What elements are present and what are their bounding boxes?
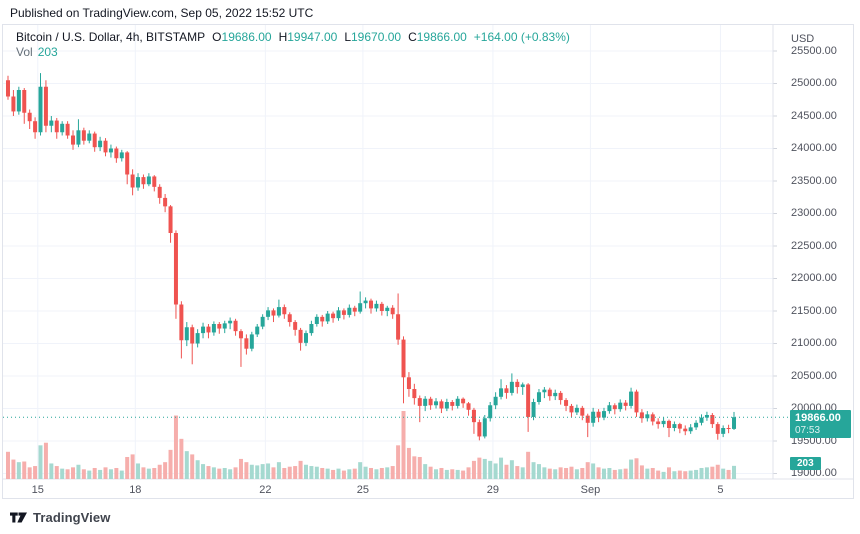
time-axis-label: 25	[356, 484, 369, 496]
legend-row-volume: Vol 203	[16, 45, 570, 60]
price-axis-label: 25500.00	[791, 44, 837, 57]
last-volume-badge: 203	[790, 457, 821, 470]
open-value: 19686.00	[221, 30, 272, 44]
candlestick-chart[interactable]	[3, 25, 853, 498]
bar-countdown: 07:53	[795, 424, 821, 436]
tradingview-brand-text: TradingView	[33, 510, 111, 525]
time-axis-label: 22	[259, 484, 272, 496]
price-axis-label: 24500.00	[791, 109, 837, 122]
time-axis-label: 5	[717, 484, 724, 496]
volume-label: Vol	[16, 45, 33, 59]
close-value: 19866.00	[416, 30, 467, 44]
volume-value: 203	[37, 45, 58, 59]
price-axis-label: 22500.00	[791, 239, 837, 252]
symbol-title: Bitcoin / U.S. Dollar, 4h, BITSTAMP	[16, 30, 206, 44]
high-value: 19947.00	[287, 30, 338, 44]
price-axis-label: 20500.00	[791, 369, 837, 382]
legend-row-symbol: Bitcoin / U.S. Dollar, 4h, BITSTAMP O1968…	[16, 30, 570, 45]
price-axis-label: 23000.00	[791, 207, 837, 219]
chart-legend: Bitcoin / U.S. Dollar, 4h, BITSTAMP O1968…	[16, 30, 570, 60]
price-axis-label: 19000.00	[791, 467, 837, 479]
low-value: 19670.00	[351, 30, 402, 44]
price-axis-label: 21000.00	[791, 337, 837, 349]
time-axis-label: 29	[486, 484, 500, 496]
last-price-badge: 19866.00 07:53	[790, 409, 851, 438]
open-label: O	[212, 30, 222, 44]
chart-widget[interactable]: Bitcoin / U.S. Dollar, 4h, BITSTAMP O1968…	[2, 24, 854, 499]
tradingview-logo-link[interactable]: TradingView	[10, 510, 110, 525]
close-label: C	[408, 30, 417, 44]
low-label: L	[344, 30, 351, 44]
publish-caption: Published on TradingView.com, Sep 05, 20…	[10, 6, 314, 20]
last-price-value: 19866.00	[795, 411, 841, 424]
price-axis-label: 21500.00	[791, 304, 837, 317]
high-label: H	[278, 30, 288, 44]
price-axis-label: 23500.00	[791, 174, 837, 187]
price-axis-unit: USD	[791, 33, 815, 45]
tradingview-icon	[10, 512, 27, 523]
price-axis-label: 24000.00	[791, 142, 837, 154]
time-axis-label: Sep	[580, 484, 601, 496]
time-axis-label: 15	[31, 484, 44, 496]
price-axis-label: 22000.00	[791, 272, 837, 284]
time-axis-label: 18	[129, 484, 142, 496]
price-axis-label: 25000.00	[791, 77, 837, 89]
change-value: +164.00 (+0.83%)	[473, 30, 570, 44]
